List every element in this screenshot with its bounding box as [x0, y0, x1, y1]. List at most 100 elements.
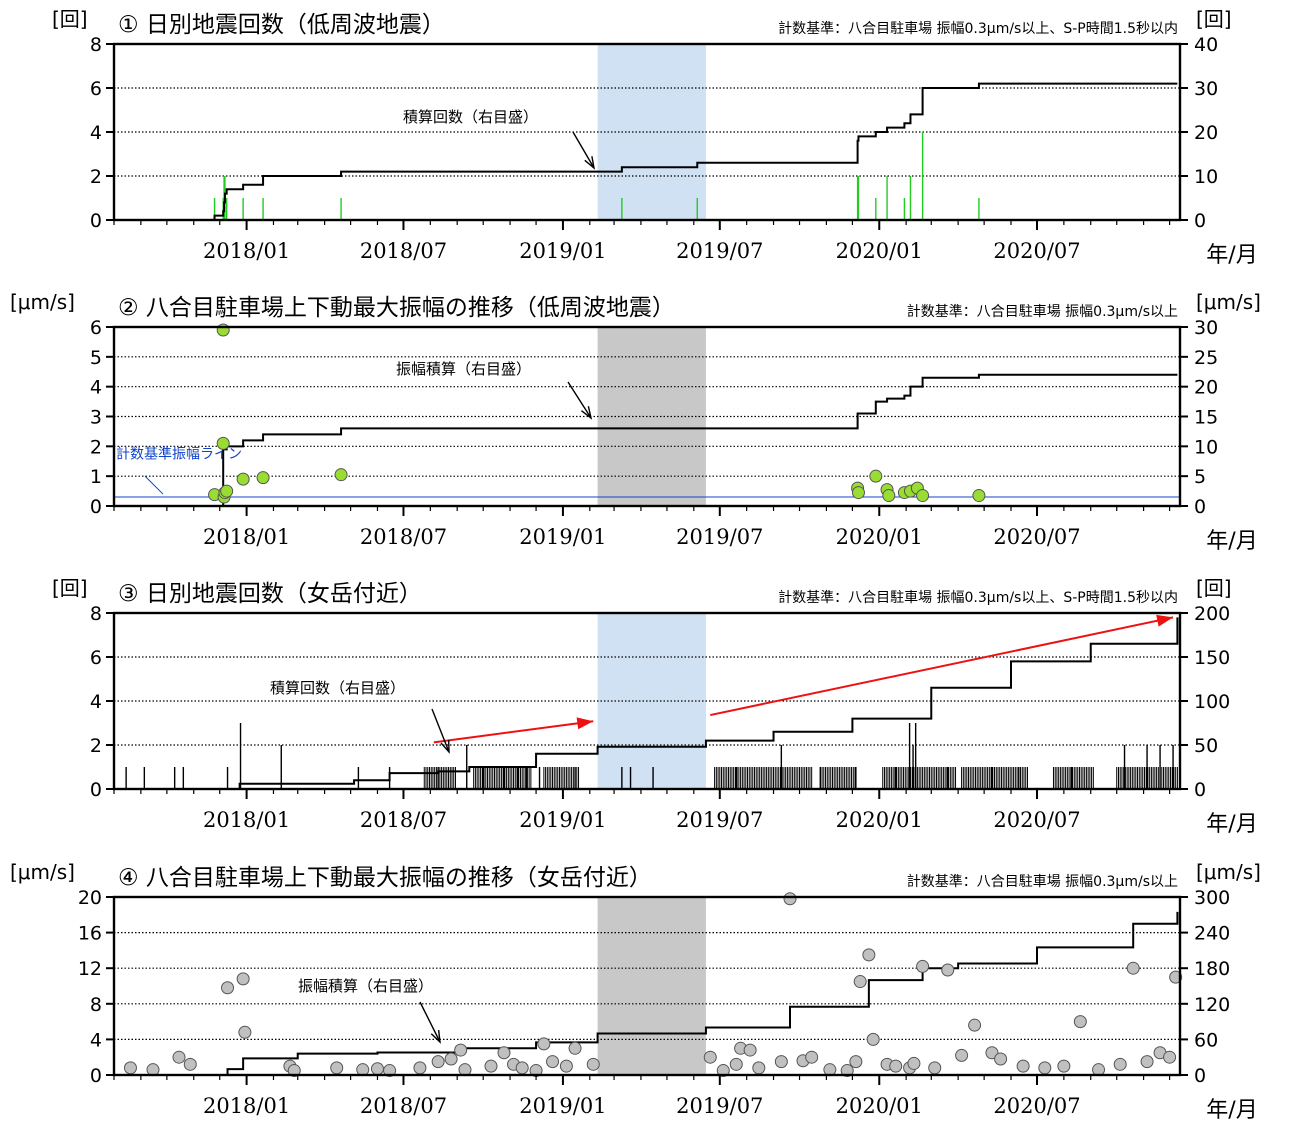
y-tick-label-right: 40: [1194, 34, 1218, 56]
amplitude-point: [236, 972, 250, 986]
cumulative-step-line: [114, 617, 1179, 790]
y-unit-right: [μm/s]: [1196, 860, 1261, 884]
amplitude-point: [907, 1056, 921, 1070]
criteria-text: 計数基準：八合目駐車場 振幅0.3μm/s以上: [907, 873, 1178, 890]
amplitude-point: [994, 1052, 1008, 1066]
amplitude-point: [866, 1032, 880, 1046]
x-tick-label: 2018/07: [360, 808, 447, 832]
amplitude-point: [862, 948, 876, 962]
amplitude-point: [882, 489, 896, 503]
amplitude-point: [1038, 1061, 1052, 1075]
y-tick-label-left: 12: [78, 958, 102, 980]
x-tick-label: 2020/07: [993, 1094, 1080, 1118]
annotation-pointer: [431, 708, 450, 753]
amplitude-point: [172, 1050, 186, 1064]
x-tick-label: 2019/07: [676, 525, 763, 549]
panel-title: ① 日別地震回数（低周波地震）: [118, 12, 445, 38]
cumulative-annotation: 振幅積算（右目盛）: [396, 360, 531, 378]
amplitude-point: [537, 1037, 551, 1051]
y-tick-label-right: 300: [1194, 887, 1230, 909]
amplitude-point: [743, 1043, 757, 1057]
amplitude-point: [546, 1055, 560, 1069]
y-tick-label-left: 6: [90, 647, 102, 669]
y-tick-label-left: 2: [90, 735, 102, 757]
amplitude-point: [586, 1057, 600, 1071]
amplitude-point: [889, 1059, 903, 1073]
x-tick-label: 2018/01: [203, 239, 290, 263]
amplitude-point: [851, 486, 865, 500]
x-tick-label: 2018/01: [203, 808, 290, 832]
y-tick-label-left: 4: [90, 122, 102, 144]
amplitude-point: [916, 489, 930, 503]
annotation-pointer-head: [430, 1029, 441, 1044]
y-tick-label-left: 4: [90, 1029, 102, 1051]
cumulative-step-line: [210, 82, 1178, 221]
amplitude-point: [955, 1048, 969, 1062]
gap-period-shade: [597, 897, 706, 1075]
y-unit-left: [回]: [52, 576, 88, 600]
cumulative-step-line: [222, 373, 1178, 507]
amplitude-point: [916, 959, 930, 973]
y-tick-label-right: 100: [1194, 691, 1230, 713]
y-tick-label-right: 240: [1194, 923, 1230, 945]
x-tick-label: 2020/01: [836, 1094, 923, 1118]
amplitude-point: [941, 963, 955, 977]
amplitude-point: [805, 1050, 819, 1064]
amplitude-point: [330, 1061, 344, 1075]
y-tick-label-left: 0: [90, 779, 102, 801]
amplitude-point: [454, 1043, 468, 1057]
x-unit-label: 年/月: [1206, 1098, 1257, 1123]
y-tick-label-right: 200: [1194, 603, 1230, 625]
amplitude-point: [497, 1046, 511, 1060]
y-tick-label-right: 60: [1194, 1029, 1218, 1051]
y-tick-label-right: 20: [1194, 377, 1218, 399]
y-tick-label-left: 4: [90, 691, 102, 713]
x-tick-label: 2020/07: [993, 239, 1080, 263]
amplitude-point: [1169, 970, 1183, 984]
panel-p2: 計数基準振幅ライン 振幅積算（右目盛） 0 1 2 3 4 5 6 0 5 10 15 20 25 30 201…: [10, 290, 1261, 554]
criteria-text: 計数基準：八合目駐車場 振幅0.3μm/s以上: [907, 303, 1178, 320]
y-tick-label-right: 20: [1194, 122, 1218, 144]
y-tick-label-left: 4: [90, 377, 102, 399]
amplitude-point: [370, 1062, 384, 1076]
y-tick-label-left: 2: [90, 166, 102, 188]
annotation-pointer: [419, 1001, 441, 1043]
amplitude-point: [183, 1057, 197, 1071]
x-tick-label: 2020/07: [993, 808, 1080, 832]
x-tick-label: 2019/01: [519, 525, 606, 549]
amplitude-point: [1113, 1057, 1127, 1071]
amplitude-point: [1163, 1050, 1177, 1064]
x-tick-label: 2018/07: [360, 525, 447, 549]
trend-arrow: [433, 720, 594, 744]
gap-period-shade: [597, 327, 706, 506]
y-unit-right: [回]: [1196, 7, 1232, 31]
gap-period-shade: [597, 44, 706, 220]
criteria-line-label: 計数基準振幅ライン: [116, 445, 242, 462]
amplitude-point: [216, 436, 230, 450]
x-unit-label: 年/月: [1206, 529, 1257, 554]
trend-arrow-head: [1156, 614, 1174, 627]
amplitude-point: [216, 323, 230, 337]
amplitude-point: [238, 1025, 252, 1039]
y-tick-label-right: 30: [1194, 78, 1218, 100]
y-tick-label-left: 6: [90, 78, 102, 100]
amplitude-point: [383, 1064, 397, 1078]
y-tick-label-left: 0: [90, 496, 102, 518]
y-tick-label-left: 6: [90, 317, 102, 339]
y-tick-label-left: 0: [90, 210, 102, 232]
y-tick-label-left: 0: [90, 1065, 102, 1087]
y-tick-label-left: 16: [78, 923, 102, 945]
y-tick-label-right: 25: [1194, 347, 1218, 369]
y-tick-label-right: 0: [1194, 210, 1206, 232]
y-tick-label-left: 20: [78, 887, 102, 909]
criteria-line-pointer: [144, 475, 164, 495]
amplitude-point: [334, 468, 348, 482]
cumulative-annotation: 積算回数（右目盛）: [403, 108, 538, 126]
amplitude-point: [444, 1052, 458, 1066]
y-tick-label-right: 50: [1194, 735, 1218, 757]
y-tick-label-right: 150: [1194, 647, 1230, 669]
x-tick-label: 2020/01: [836, 808, 923, 832]
panel-title: ④ 八合目駐車場上下動最大振幅の推移（女岳付近）: [118, 865, 652, 891]
